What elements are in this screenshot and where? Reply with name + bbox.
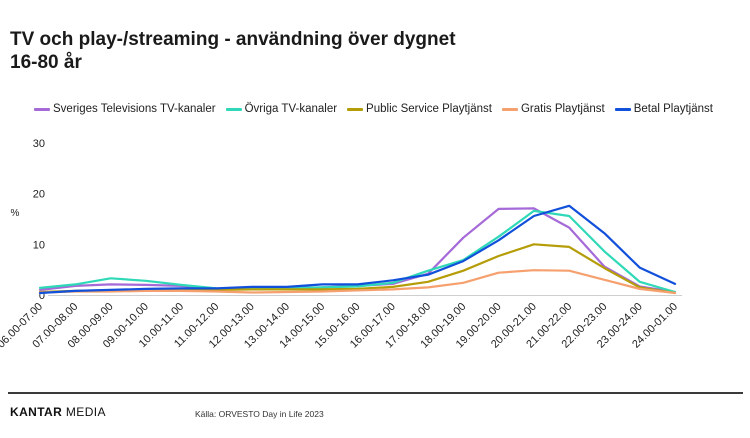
legend-label: Betal Playtjänst: [633, 103, 713, 115]
y-axis-label: %: [11, 208, 20, 219]
legend-label: Sveriges Televisions TV-kanaler: [53, 103, 216, 115]
legend-swatch: [347, 107, 364, 111]
series-line: [38, 204, 677, 295]
legend-swatch: [34, 107, 50, 111]
footer-divider: [8, 392, 743, 394]
legend-item: Sveriges Televisions TV-kanaler: [34, 103, 216, 115]
series-line: [38, 209, 677, 294]
brand-bold: KANTAR: [10, 405, 63, 419]
legend-item: Gratis Playtjänst: [501, 103, 605, 115]
legend-item: Betal Playtjänst: [614, 103, 713, 115]
legend-swatch: [614, 107, 631, 111]
y-tick-label: 30: [33, 138, 45, 150]
brand-light: MEDIA: [65, 405, 106, 419]
legend-item: Public Service Playtjänst: [347, 103, 492, 115]
legend-swatch: [225, 107, 242, 111]
line-chart: 0102030%06.00-07.0007.00-08.0008.00-09.0…: [0, 138, 682, 351]
chart-title-line-1: TV och play-/streaming - användning över…: [10, 29, 456, 50]
y-tick-label: 10: [33, 239, 45, 251]
chart-title: TV och play-/streaming - användning över…: [10, 28, 456, 74]
chart-legend: Sveriges Televisions TV-kanaler Övriga TV…: [34, 101, 723, 117]
legend-label: Public Service Playtjänst: [366, 103, 492, 115]
y-tick-label: 0: [39, 290, 45, 302]
chart-title-line-2: 16-80 år: [10, 52, 82, 73]
y-tick-label: 20: [33, 189, 45, 201]
legend-label: Övriga TV-kanaler: [244, 103, 338, 115]
legend-swatch: [501, 107, 518, 111]
legend-item: Övriga TV-kanaler: [225, 103, 338, 115]
series-line: [38, 269, 677, 295]
kantar-media-logo: KANTAR MEDIA: [10, 405, 106, 419]
source-note: Källa: ORVESTO Day in Life 2023: [195, 409, 324, 419]
legend-label: Gratis Playtjänst: [520, 103, 605, 115]
